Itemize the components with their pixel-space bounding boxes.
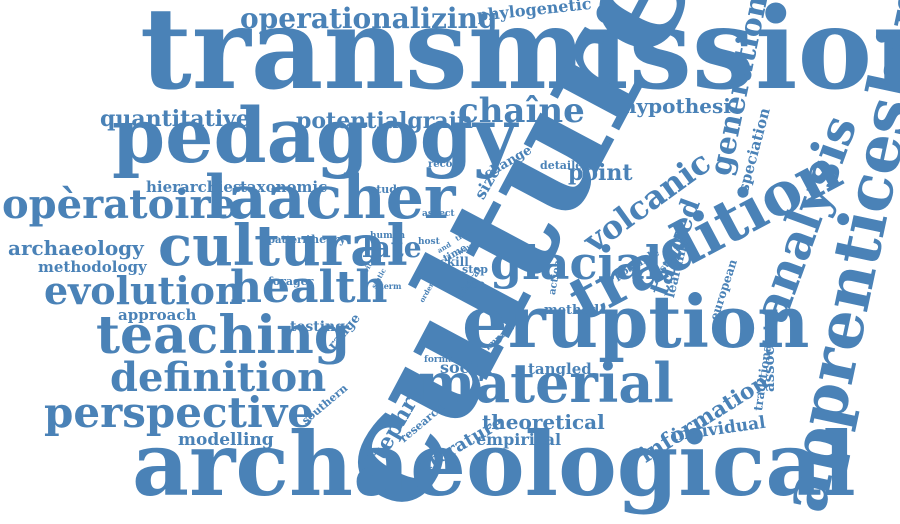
word-host: host xyxy=(418,237,440,247)
word-skill: skill xyxy=(440,255,469,269)
word-taxonomic: taxonomic xyxy=(240,178,328,196)
word-record: record xyxy=(428,159,465,170)
word-step: step xyxy=(462,263,488,276)
word-modelling: modelling xyxy=(178,430,274,450)
word-glacial: glacial xyxy=(490,236,663,290)
word-human: human xyxy=(370,231,405,241)
word-quantitative: quantitative xyxy=(100,106,250,132)
word-approach: approach xyxy=(118,306,197,324)
word-hypothesi: hypothesi xyxy=(622,94,731,118)
word-forager: forager xyxy=(268,275,314,288)
word-tree: tree xyxy=(458,277,486,291)
word-methodology: methodology xyxy=(38,258,147,276)
word-transmission: transmission xyxy=(140,0,900,115)
word-method: method xyxy=(544,303,600,318)
word-operationalizing: operationalizing xyxy=(240,2,498,35)
word-pedagogy: pedagogy xyxy=(112,91,518,180)
word-empirical: empirical xyxy=(476,430,562,449)
word-theory: theory xyxy=(306,233,346,246)
word-study: study xyxy=(370,183,404,196)
word-late: late xyxy=(362,231,422,264)
word-eruption: eruption xyxy=(462,279,810,364)
word-formal: formal xyxy=(424,355,458,365)
word-social: social xyxy=(440,358,492,377)
word-material: material xyxy=(418,351,674,415)
word-cultural: cultural xyxy=(158,213,408,279)
word-operatoire: opèratoire xyxy=(2,181,236,228)
word-testing: testing xyxy=(290,319,346,335)
word-pattern: pattern xyxy=(268,235,310,246)
word-aspect: aspect xyxy=(422,209,455,219)
word-definition: definition xyxy=(110,354,327,401)
word-evolution: evolution xyxy=(44,268,243,313)
word-teaching: teaching xyxy=(96,305,351,366)
word-tangled: tangled xyxy=(528,360,592,378)
word-potentialgrain: potentialgrain xyxy=(296,108,473,134)
word-perspective: perspective xyxy=(44,388,315,437)
word-point: point xyxy=(568,160,633,186)
word-archaeology: archaeology xyxy=(8,236,144,260)
word-hierarchies: hierarchies xyxy=(146,178,242,196)
word-theoretical: theoretical xyxy=(482,410,605,434)
word-laacher: laacher xyxy=(205,163,456,233)
word-chaine: chaîne xyxy=(458,91,585,131)
word-detailed: detailed xyxy=(540,159,590,172)
word-archaeological: archaeological xyxy=(132,412,856,516)
word-health: health xyxy=(230,262,388,313)
word-term: term xyxy=(380,281,402,291)
